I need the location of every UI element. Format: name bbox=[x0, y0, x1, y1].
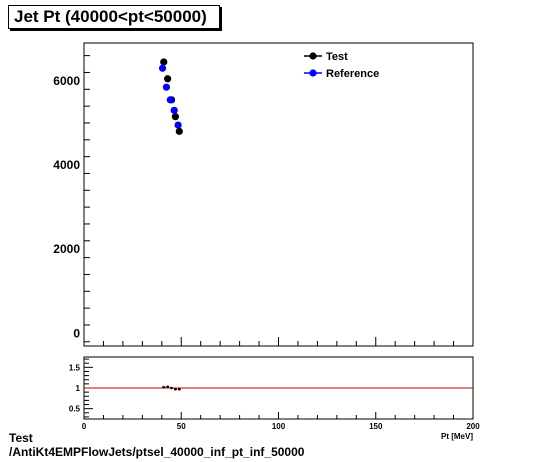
ratio-y-tick-label: 1.5 bbox=[69, 363, 81, 372]
data-point-test bbox=[175, 127, 183, 135]
y-tick-label: 2000 bbox=[53, 242, 80, 256]
ratio-point bbox=[170, 386, 173, 390]
x-tick-label: 0 bbox=[82, 422, 87, 431]
data-point-test bbox=[171, 113, 180, 121]
ratio-point bbox=[162, 385, 166, 389]
main-frame bbox=[83, 42, 474, 347]
ratio-y-tick-label: 1 bbox=[76, 384, 81, 393]
footer-line-1: Test bbox=[9, 431, 33, 445]
ratio-point bbox=[174, 387, 177, 391]
data-point-reference bbox=[166, 96, 174, 104]
chart-title: Jet Pt (40000<pt<50000) bbox=[14, 7, 207, 26]
ratio-point bbox=[178, 387, 181, 391]
ratio-y-tick-label: 0.5 bbox=[69, 405, 81, 414]
data-point-reference bbox=[158, 64, 167, 72]
footer: Test /AntiKt4EMPFlowJets/ptsel_40000_inf… bbox=[9, 431, 304, 459]
y-tick-label: 0 bbox=[73, 326, 80, 340]
legend-label: Test bbox=[326, 51, 348, 63]
x-tick-label: 100 bbox=[272, 422, 286, 431]
ratio-point bbox=[166, 385, 169, 389]
data-point-reference bbox=[162, 83, 171, 91]
y-tick-label: 6000 bbox=[53, 74, 80, 88]
x-tick-label: 200 bbox=[466, 422, 480, 431]
x-tick-label: 50 bbox=[177, 422, 186, 431]
legend-marker bbox=[309, 69, 317, 77]
y-tick-label: 4000 bbox=[53, 158, 80, 172]
data-point-reference bbox=[174, 121, 182, 129]
footer-line-2: /AntiKt4EMPFlowJets/ptsel_40000_inf_pt_i… bbox=[9, 445, 305, 459]
legend-marker bbox=[309, 52, 317, 60]
data-point-test bbox=[160, 58, 168, 66]
x-axis-label: Pt [MeV] bbox=[441, 432, 473, 441]
main-plot: 0 2000 4000 6000 Test Reference bbox=[53, 42, 474, 347]
data-point-test bbox=[164, 75, 172, 83]
chart-title-box: Jet Pt (40000<pt<50000) bbox=[8, 5, 220, 29]
data-point-reference bbox=[170, 106, 178, 114]
x-tick-label: 150 bbox=[369, 422, 383, 431]
legend-label: Reference bbox=[326, 68, 379, 80]
